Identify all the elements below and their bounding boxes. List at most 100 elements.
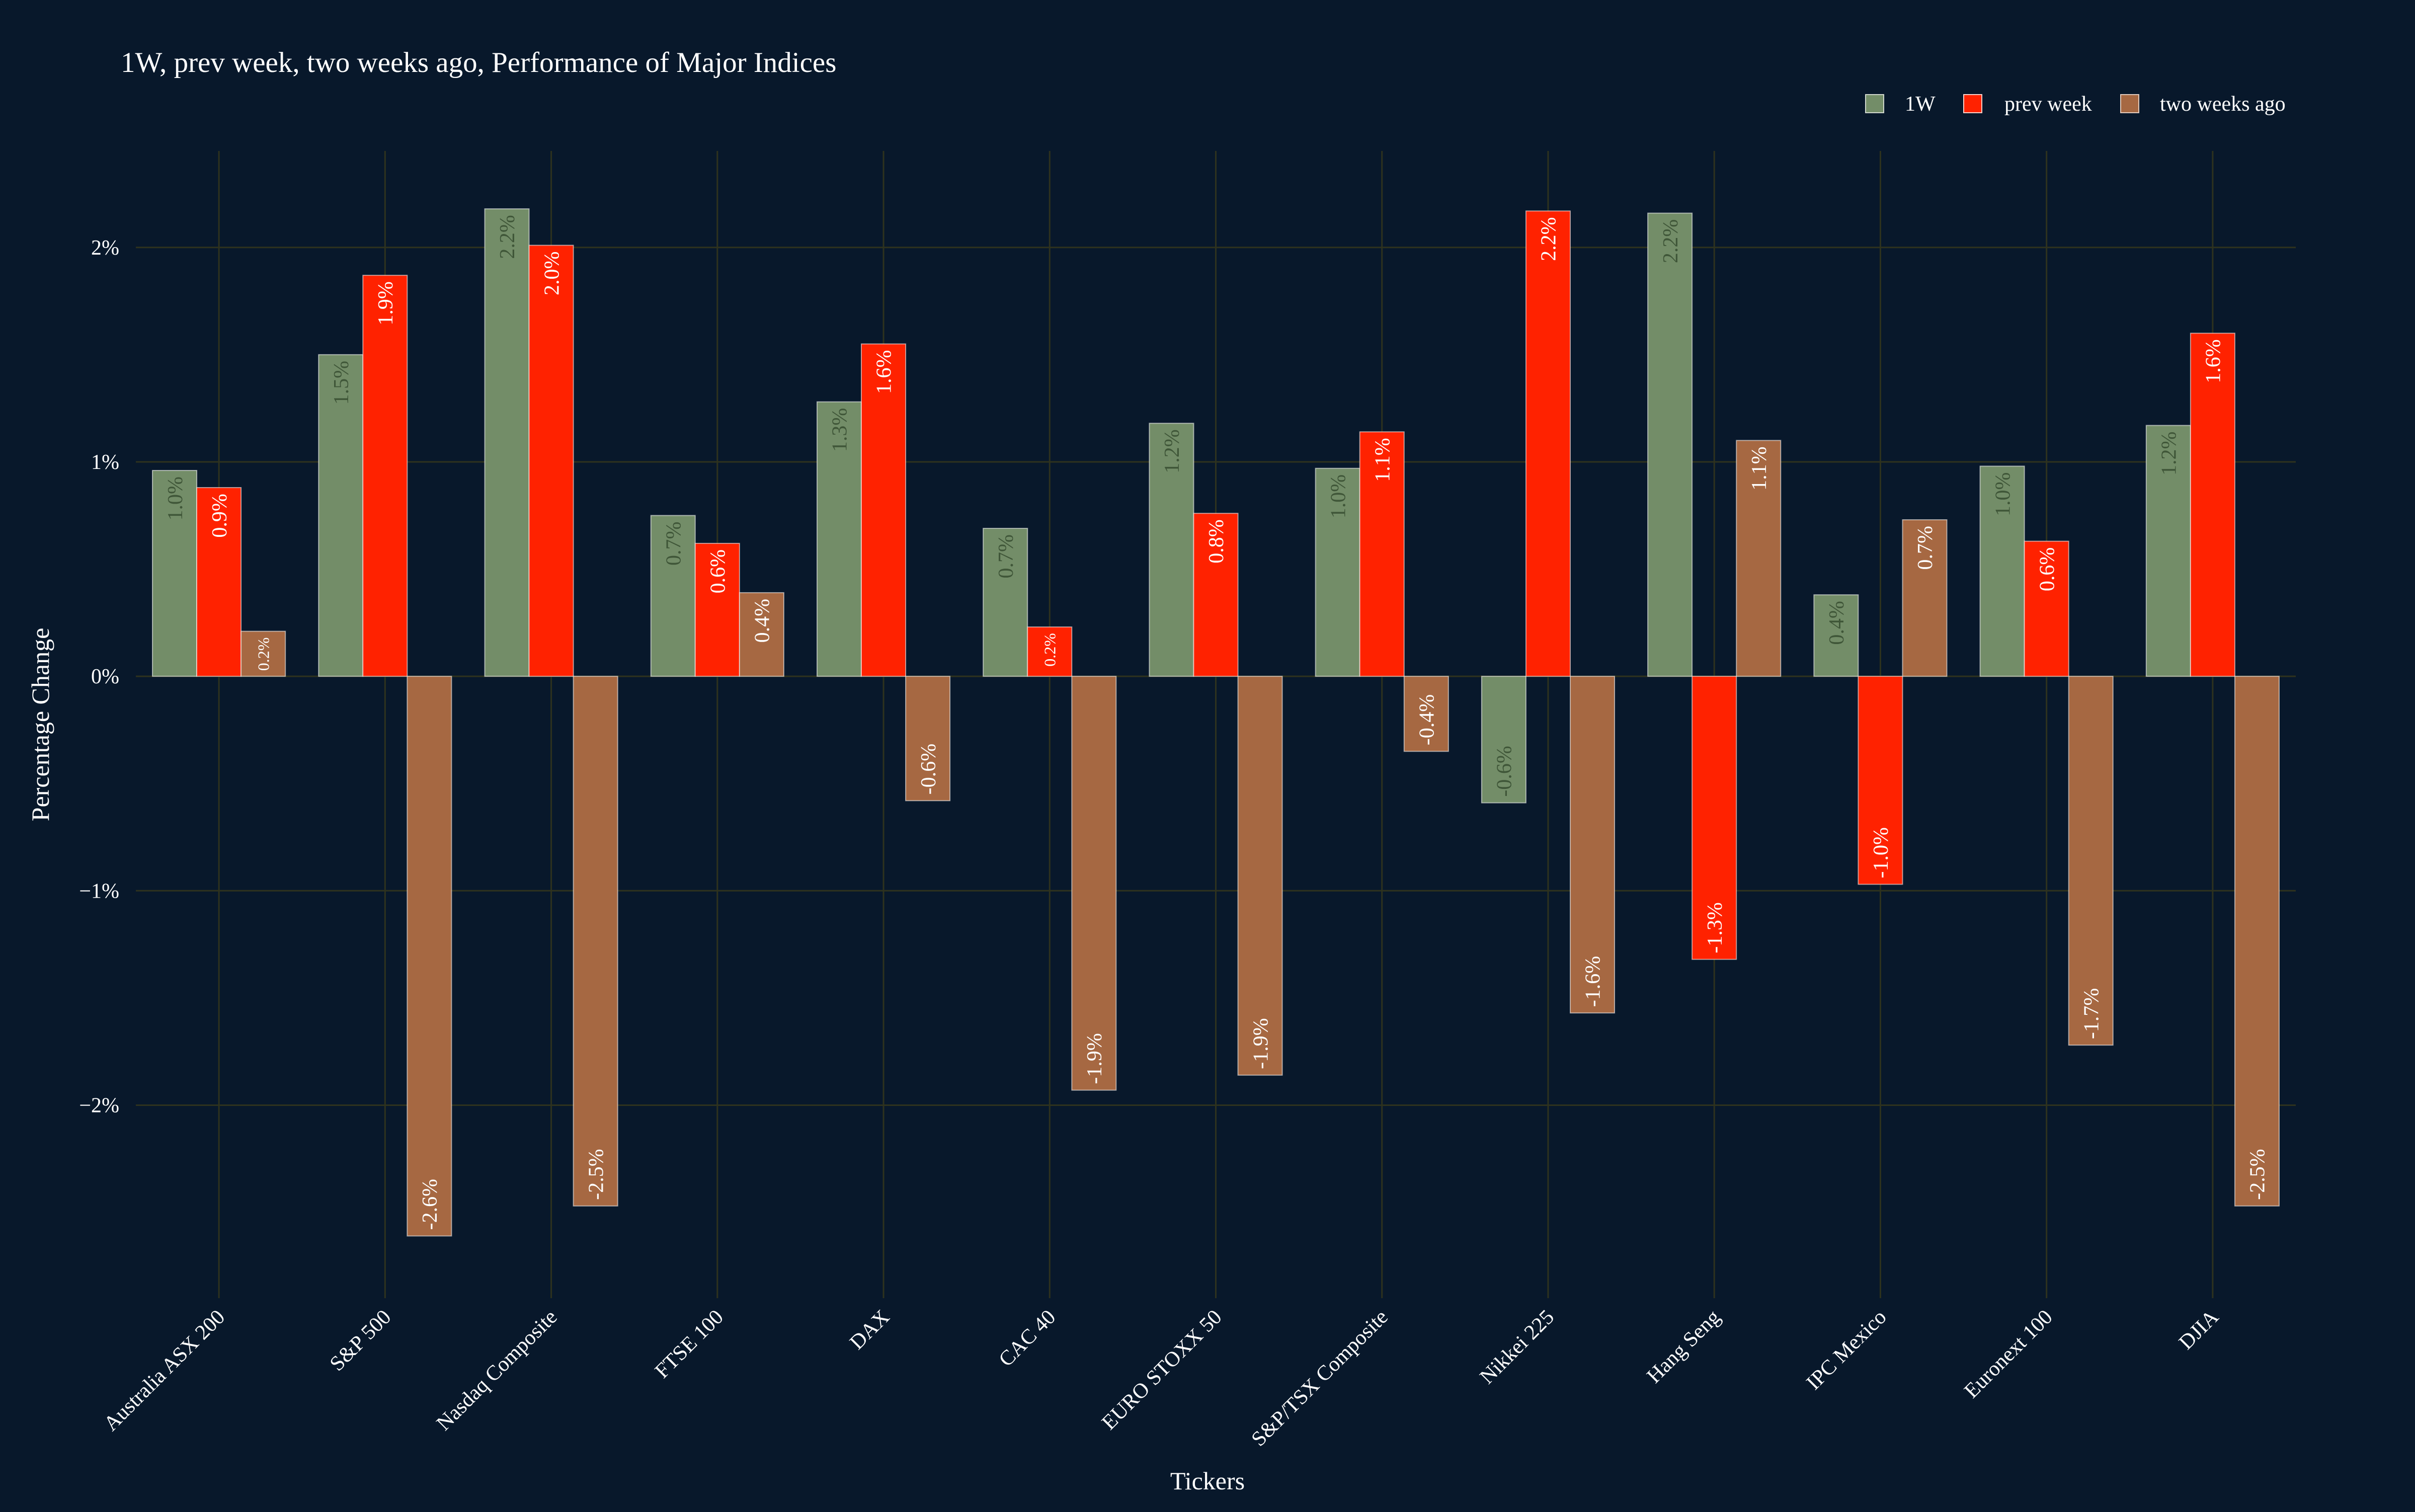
legend-swatch-1w: [1865, 94, 1884, 113]
bar-1w[interactable]: [1315, 467, 1360, 677]
bar-two-weeks-ago[interactable]: [1902, 519, 1948, 677]
data-label-prev-week: 1.6%: [873, 350, 896, 394]
data-label-1w: 0.4%: [1825, 601, 1848, 645]
data-label-1w: 1.0%: [1991, 472, 2015, 516]
data-label-prev-week: 0.6%: [707, 549, 730, 594]
bar-prev-week[interactable]: [196, 487, 242, 677]
data-label-two-weeks-ago: -2.5%: [2246, 1149, 2270, 1200]
bar-two-weeks-ago[interactable]: [1736, 440, 1782, 677]
data-label-1w: 1.2%: [2158, 431, 2181, 475]
bar-prev-week[interactable]: [1858, 676, 1903, 885]
data-label-two-weeks-ago: -2.5%: [585, 1149, 608, 1200]
legend-swatch-prev-week: [1963, 94, 1982, 113]
data-label-prev-week: 1.1%: [1371, 438, 1394, 482]
data-label-two-weeks-ago: -0.6%: [917, 744, 940, 794]
data-label-prev-week: 1.9%: [374, 281, 397, 326]
y-tick-label: −2%: [79, 1094, 119, 1117]
bar-prev-week[interactable]: [362, 275, 408, 677]
bar-two-weeks-ago[interactable]: [1403, 676, 1449, 752]
data-label-two-weeks-ago: 0.2%: [254, 638, 272, 671]
bar-1w[interactable]: [1481, 676, 1526, 804]
data-label-prev-week: 1.6%: [2202, 339, 2225, 383]
data-label-1w: 1.3%: [829, 408, 852, 452]
data-label-two-weeks-ago: -1.7%: [2080, 988, 2103, 1039]
data-label-1w: -0.6%: [1493, 746, 1516, 797]
x-tick-label: FTSE 100: [651, 1306, 728, 1383]
bar-prev-week[interactable]: [861, 343, 907, 677]
x-tick-label: DJIA: [2175, 1305, 2223, 1354]
x-tick-label: EURO STOXX 50: [1097, 1306, 1226, 1435]
bar-two-weeks-ago[interactable]: [2068, 676, 2114, 1046]
y-tick-label: 0%: [91, 665, 119, 688]
bar-prev-week[interactable]: [1525, 210, 1571, 677]
data-label-1w: 2.2%: [1659, 219, 1682, 263]
data-label-1w: 1.2%: [1161, 429, 1184, 473]
bar-1w[interactable]: [2145, 425, 2191, 677]
bar-1w[interactable]: [1149, 423, 1194, 677]
bar-1w[interactable]: [1647, 212, 1693, 677]
bar-two-weeks-ago[interactable]: [573, 676, 618, 1207]
data-label-two-weeks-ago: -0.4%: [1415, 694, 1438, 745]
bar-prev-week[interactable]: [1193, 513, 1239, 677]
legend-item-prev-week[interactable]: prev week: [1963, 93, 2092, 116]
bar-two-weeks-ago[interactable]: [1237, 676, 1283, 1076]
x-tick-label: Australia ASX 200: [100, 1306, 230, 1436]
bar-1w[interactable]: [1979, 465, 2025, 677]
bar-two-weeks-ago[interactable]: [2234, 676, 2280, 1207]
x-tick-label: Hang Seng: [1643, 1306, 1725, 1388]
bar-two-weeks-ago[interactable]: [1071, 676, 1117, 1091]
data-label-1w: 0.7%: [995, 534, 1018, 579]
bar-two-weeks-ago[interactable]: [905, 676, 951, 802]
legend-swatch-two-weeks-ago: [2120, 94, 2139, 113]
y-tick-label: 1%: [91, 451, 119, 474]
bar-prev-week[interactable]: [2024, 540, 2069, 677]
bar-1w[interactable]: [152, 469, 198, 677]
x-tick-label: S&P/TSX Composite: [1247, 1306, 1393, 1451]
data-label-two-weeks-ago: 1.1%: [1748, 446, 1771, 491]
bar-prev-week[interactable]: [1359, 431, 1405, 677]
data-label-1w: 1.0%: [1327, 474, 1350, 519]
data-label-prev-week: -1.0%: [1870, 827, 1893, 878]
bar-1w[interactable]: [1813, 594, 1859, 677]
data-label-two-weeks-ago: -1.9%: [1083, 1033, 1106, 1084]
x-tick-label: Nasdaq Composite: [432, 1306, 562, 1436]
data-label-1w: 0.7%: [662, 521, 685, 566]
legend-item-1w[interactable]: 1W: [1865, 93, 1936, 116]
data-label-prev-week: 2.2%: [1538, 217, 1561, 261]
data-label-prev-week: 0.8%: [1205, 519, 1228, 564]
chart-title: 1W, prev week, two weeks ago, Performanc…: [121, 47, 836, 78]
data-label-prev-week: 2.0%: [540, 252, 564, 296]
bar-two-weeks-ago[interactable]: [240, 630, 286, 677]
x-tick-label: Nikkei 225: [1476, 1306, 1559, 1389]
bar-layer: [152, 208, 2280, 1237]
x-tick-label: Euronext 100: [1960, 1306, 2057, 1403]
x-tick-label: CAC 40: [995, 1306, 1061, 1372]
bar-prev-week[interactable]: [2190, 333, 2235, 677]
bar-prev-week[interactable]: [1692, 676, 1737, 960]
legend-label-1w: 1W: [1905, 93, 1936, 116]
bar-1w[interactable]: [318, 354, 364, 677]
data-label-prev-week: 0.9%: [208, 494, 231, 538]
data-label-two-weeks-ago: 0.4%: [751, 599, 774, 643]
bar-two-weeks-ago[interactable]: [739, 592, 784, 677]
bar-1w[interactable]: [484, 208, 530, 677]
data-label-two-weeks-ago: -2.6%: [419, 1179, 442, 1230]
data-label-two-weeks-ago: 0.7%: [1914, 526, 1937, 570]
data-label-two-weeks-ago: -1.6%: [1582, 956, 1605, 1007]
data-label-1w: 1.0%: [164, 476, 187, 521]
bar-two-weeks-ago[interactable]: [407, 676, 452, 1237]
bar-prev-week[interactable]: [694, 542, 740, 677]
data-label-prev-week: -1.3%: [1704, 902, 1727, 953]
legend-item-two-weeks-ago[interactable]: two weeks ago: [2120, 93, 2286, 116]
bar-two-weeks-ago[interactable]: [1569, 676, 1616, 1014]
data-label-prev-week: 0.6%: [2036, 547, 2059, 592]
bar-1w[interactable]: [983, 528, 1028, 677]
y-axis-title: Percentage Change: [26, 628, 54, 822]
data-label-two-weeks-ago: -1.9%: [1249, 1018, 1272, 1069]
bar-prev-week[interactable]: [528, 245, 574, 677]
bar-prev-week[interactable]: [1027, 626, 1073, 677]
x-axis-title: Tickers: [1170, 1467, 1245, 1495]
bar-1w[interactable]: [650, 515, 696, 677]
